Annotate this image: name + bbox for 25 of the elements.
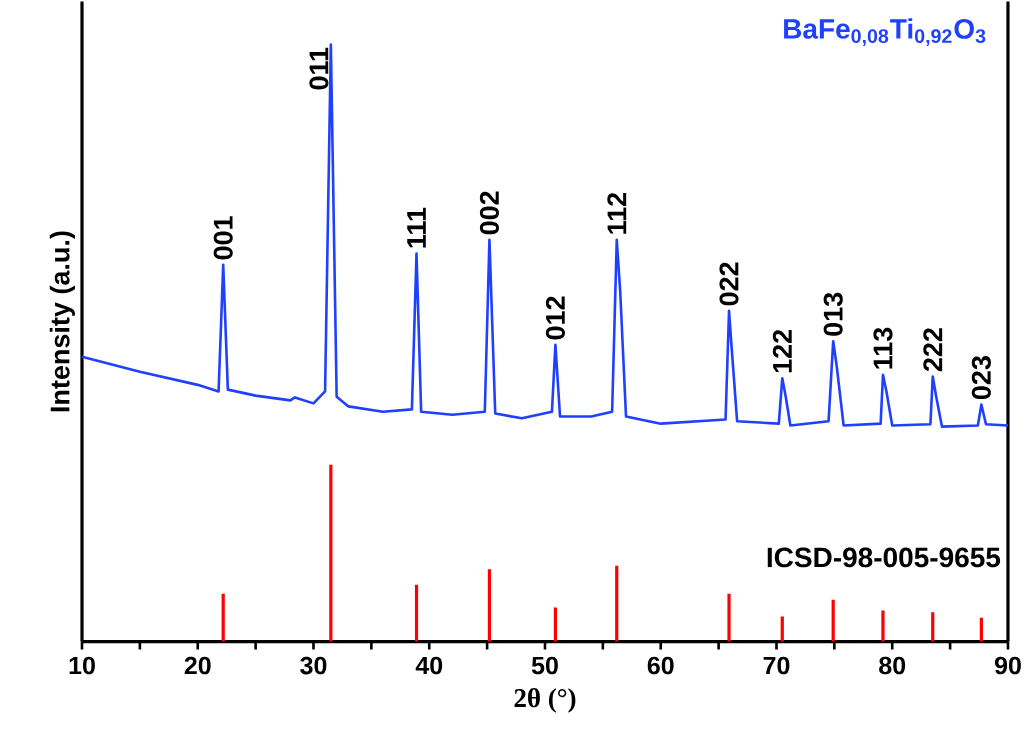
annotation: 112 bbox=[607, 193, 627, 234]
x-tick-label: 90 bbox=[994, 656, 1021, 675]
x-tick-label: 70 bbox=[763, 656, 790, 675]
annotation: 001 bbox=[213, 216, 233, 260]
annotation: 023 bbox=[971, 356, 991, 400]
x-tick-label: 60 bbox=[647, 656, 674, 675]
text: BaFe$_{0,08}$Ti$_{0,92}$O$_{3}$ bbox=[784, 18, 986, 47]
annotation: 012 bbox=[545, 296, 565, 340]
x-axis-title: 2θ (°) bbox=[514, 688, 576, 713]
series-label: ICSD-98-005-9655 bbox=[767, 547, 1001, 568]
annotation: 122 bbox=[772, 330, 792, 373]
x-tick-label: 40 bbox=[415, 656, 443, 675]
x-tick-label: 20 bbox=[184, 656, 211, 675]
x-tick-label: 10 bbox=[69, 656, 95, 675]
annotation: 022 bbox=[719, 262, 739, 306]
annotation: 011 bbox=[309, 47, 329, 90]
annotation: 002 bbox=[479, 191, 499, 235]
x-tick-label: 50 bbox=[531, 656, 558, 675]
x-tick-label: 30 bbox=[300, 656, 327, 675]
annotation: 113 bbox=[873, 327, 893, 369]
annotation: 222 bbox=[923, 328, 943, 372]
x-tick-label: 80 bbox=[879, 656, 906, 675]
annotation: 013 bbox=[823, 293, 843, 337]
annotation: 111 bbox=[407, 208, 426, 248]
y-axis-title: Intensity (a.u.) bbox=[49, 231, 75, 412]
